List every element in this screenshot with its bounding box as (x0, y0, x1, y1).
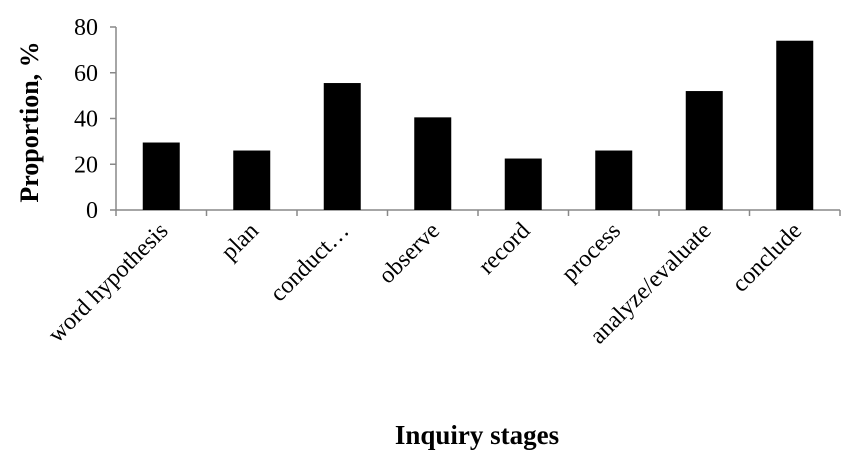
x-tick-label: observe (374, 218, 445, 289)
bar (595, 150, 633, 210)
bar (323, 83, 361, 210)
x-tick-label: plan (216, 218, 264, 266)
y-tick-label: 40 (74, 107, 98, 133)
x-axis-title: Inquiry stages (395, 420, 559, 450)
x-tick-label: record (474, 218, 536, 280)
x-tick-label: conduct… (265, 218, 354, 307)
bar (685, 91, 723, 210)
y-tick-label: 80 (74, 15, 98, 41)
x-tick-label: conclude (727, 218, 807, 298)
y-tick-label: 0 (86, 198, 98, 224)
bar (142, 142, 180, 210)
x-tick-label: word hypothesis (43, 218, 173, 348)
bar (504, 158, 542, 210)
y-axis-title: Proportion, % (15, 41, 44, 202)
y-tick-label: 60 (74, 61, 98, 87)
bar (414, 117, 452, 210)
bar (776, 40, 814, 210)
bar (233, 150, 271, 210)
x-tick-label: process (557, 218, 626, 287)
y-tick-label: 20 (74, 152, 98, 178)
